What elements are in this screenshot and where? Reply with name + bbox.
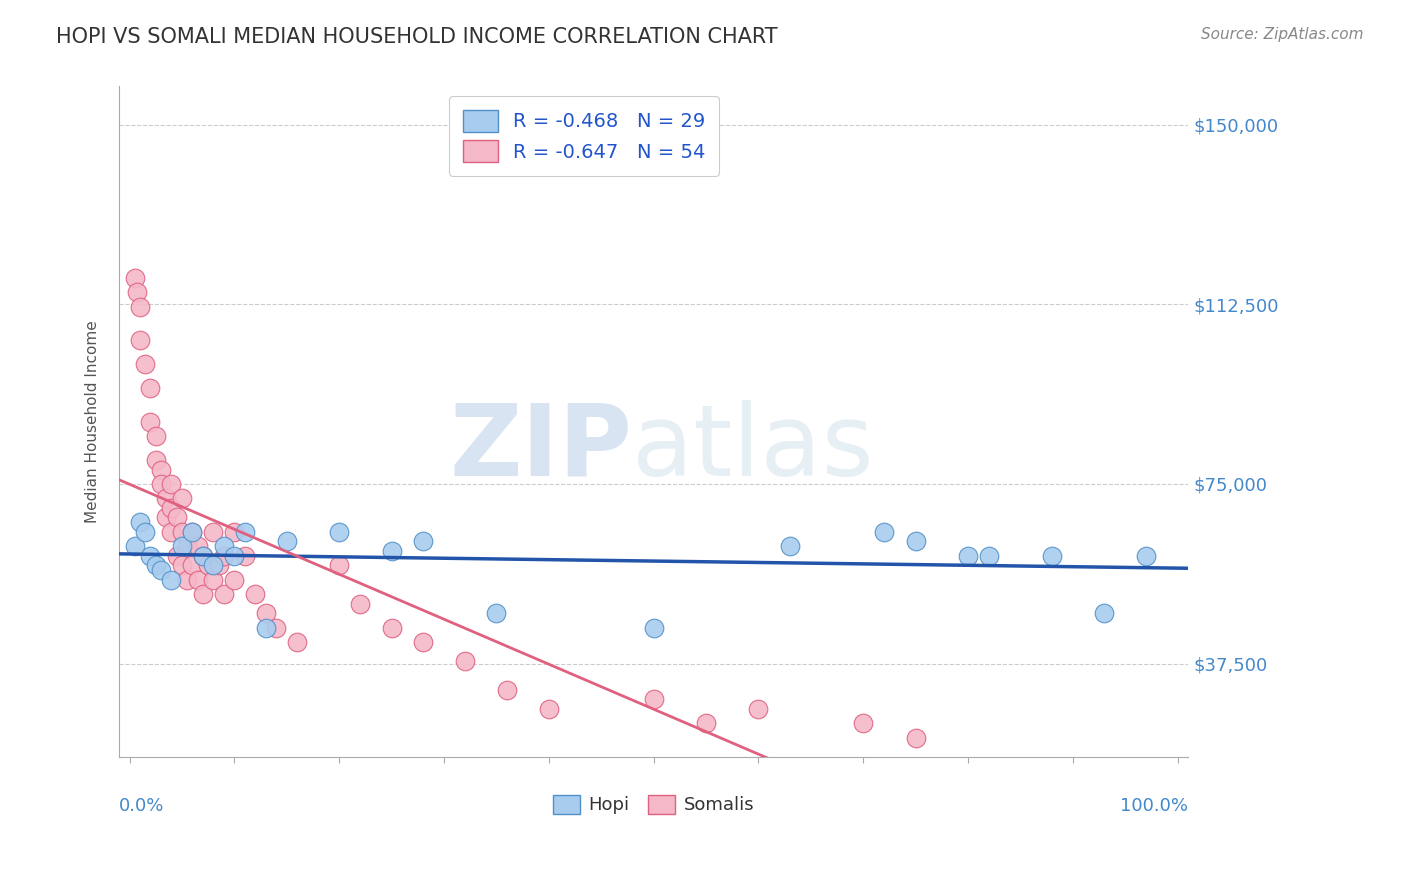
Point	[155, 510, 177, 524]
Point	[155, 491, 177, 506]
Y-axis label: Median Household Income: Median Household Income	[86, 320, 100, 523]
Point	[349, 597, 371, 611]
Point	[977, 549, 1000, 563]
Point	[124, 271, 146, 285]
Point	[160, 477, 183, 491]
Point	[224, 524, 246, 539]
Point	[1135, 549, 1157, 563]
Point	[134, 524, 156, 539]
Point	[328, 558, 350, 573]
Point	[191, 587, 214, 601]
Point	[212, 539, 235, 553]
Point	[176, 573, 198, 587]
Point	[380, 544, 402, 558]
Point	[643, 621, 665, 635]
Point	[187, 539, 209, 553]
Point	[202, 524, 225, 539]
Point	[129, 515, 152, 529]
Point	[160, 524, 183, 539]
Point	[139, 549, 162, 563]
Point	[145, 558, 167, 573]
Point	[139, 381, 162, 395]
Point	[170, 558, 193, 573]
Point	[779, 539, 801, 553]
Point	[485, 607, 508, 621]
Point	[233, 549, 256, 563]
Point	[207, 558, 229, 573]
Point	[149, 477, 172, 491]
Point	[181, 524, 204, 539]
Point	[224, 549, 246, 563]
Point	[496, 682, 519, 697]
Point	[160, 500, 183, 515]
Point	[212, 587, 235, 601]
Point	[276, 534, 298, 549]
Point	[852, 716, 875, 731]
Point	[285, 635, 308, 649]
Point	[212, 549, 235, 563]
Point	[695, 716, 717, 731]
Text: HOPI VS SOMALI MEDIAN HOUSEHOLD INCOME CORRELATION CHART: HOPI VS SOMALI MEDIAN HOUSEHOLD INCOME C…	[56, 27, 778, 46]
Point	[904, 731, 927, 745]
Point	[380, 621, 402, 635]
Point	[747, 702, 769, 716]
Point	[264, 621, 287, 635]
Point	[166, 549, 188, 563]
Point	[957, 549, 980, 563]
Point	[129, 300, 152, 314]
Text: Source: ZipAtlas.com: Source: ZipAtlas.com	[1201, 27, 1364, 42]
Point	[166, 510, 188, 524]
Point	[254, 607, 277, 621]
Point	[643, 692, 665, 706]
Point	[187, 573, 209, 587]
Point	[176, 539, 198, 553]
Text: atlas: atlas	[633, 400, 875, 497]
Point	[145, 429, 167, 443]
Point	[129, 333, 152, 347]
Legend: Hopi, Somalis: Hopi, Somalis	[546, 788, 762, 822]
Point	[181, 524, 204, 539]
Point	[145, 453, 167, 467]
Point	[149, 563, 172, 577]
Point	[202, 558, 225, 573]
Text: 100.0%: 100.0%	[1121, 797, 1188, 815]
Point	[454, 654, 477, 668]
Point	[149, 462, 172, 476]
Point	[170, 524, 193, 539]
Point	[233, 524, 256, 539]
Point	[224, 573, 246, 587]
Point	[124, 539, 146, 553]
Point	[328, 524, 350, 539]
Text: ZIP: ZIP	[450, 400, 633, 497]
Point	[139, 415, 162, 429]
Point	[1040, 549, 1063, 563]
Point	[191, 549, 214, 563]
Point	[412, 635, 434, 649]
Point	[170, 539, 193, 553]
Point	[202, 573, 225, 587]
Point	[197, 558, 219, 573]
Point	[254, 621, 277, 635]
Point	[170, 491, 193, 506]
Point	[134, 357, 156, 371]
Point	[1092, 607, 1115, 621]
Point	[537, 702, 560, 716]
Point	[412, 534, 434, 549]
Point	[904, 534, 927, 549]
Point	[181, 558, 204, 573]
Point	[191, 549, 214, 563]
Point	[245, 587, 267, 601]
Point	[160, 573, 183, 587]
Text: 0.0%: 0.0%	[120, 797, 165, 815]
Point	[125, 285, 148, 300]
Point	[873, 524, 896, 539]
